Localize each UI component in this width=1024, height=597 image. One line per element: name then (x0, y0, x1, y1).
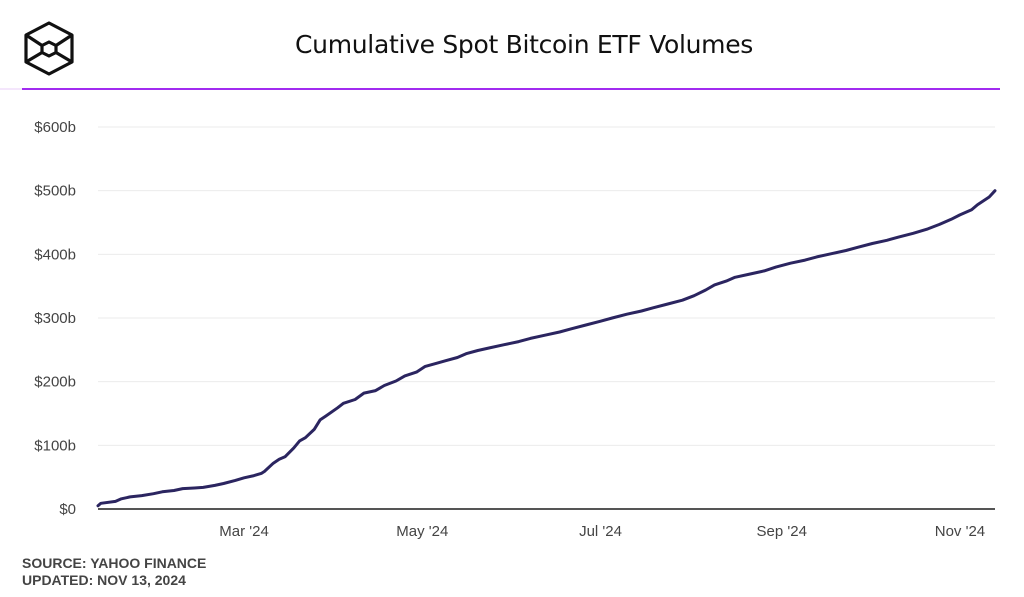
y-tick-label: $400b (34, 246, 76, 263)
footer: SOURCE: YAHOO FINANCE UPDATED: NOV 13, 2… (22, 555, 206, 589)
hexagon-cube-icon (22, 21, 76, 77)
x-tick-label: May '24 (396, 523, 448, 540)
y-tick-label: $600b (34, 119, 76, 136)
y-tick-label: $200b (34, 374, 76, 391)
chart-title: Cumulative Spot Bitcoin ETF Volumes (295, 30, 753, 59)
y-tick-label: $0 (59, 501, 76, 518)
x-tick-label: Sep '24 (757, 523, 807, 540)
updated-note: UPDATED: NOV 13, 2024 (22, 572, 186, 588)
header-divider (22, 88, 1000, 90)
x-axis-labels: Mar '24 May '24 Jul '24 Sep '24 Nov '24 (219, 523, 985, 540)
y-tick-label: $300b (34, 310, 76, 327)
y-axis-labels: $0 $100b $200b $300b $400b $500b $600b (34, 119, 76, 518)
x-tick-label: Nov '24 (935, 523, 985, 540)
x-tick-label: Mar '24 (219, 523, 269, 540)
source-note: SOURCE: YAHOO FINANCE (22, 555, 207, 571)
y-tick-label: $500b (34, 183, 76, 200)
header-divider-fade (0, 88, 22, 90)
gridlines (98, 126, 995, 446)
x-tick-label: Jul '24 (579, 523, 622, 540)
series-line-cumulative-volume (96, 189, 997, 508)
y-tick-label: $100b (34, 437, 76, 454)
